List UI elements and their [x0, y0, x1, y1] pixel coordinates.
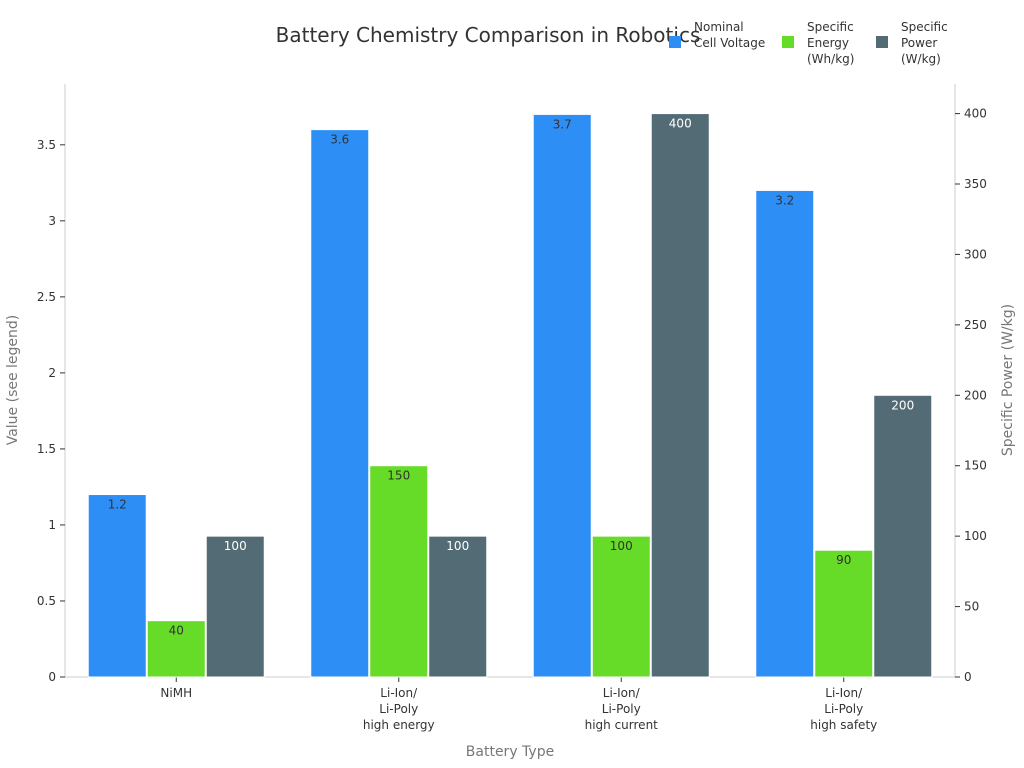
- y-right-tick-label: 50: [964, 600, 979, 614]
- y-left-tick-label: 0.5: [37, 594, 56, 608]
- y-right-tick-label: 200: [964, 388, 987, 402]
- legend-label: Specific Power (W/kg): [901, 20, 948, 66]
- legend-label: Specific Energy (Wh/kg): [807, 20, 854, 66]
- bar: [873, 394, 933, 678]
- y-left-tick-label: 2.5: [37, 290, 56, 304]
- bar: [205, 535, 265, 678]
- bar-value-label: 100: [610, 539, 633, 553]
- y-left-tick-label: 1: [48, 518, 56, 532]
- y-right-tick-label: 250: [964, 318, 987, 332]
- bar-value-label: 100: [224, 539, 247, 553]
- bar-value-label: 150: [387, 469, 410, 483]
- y-right-tick-label: 400: [964, 107, 987, 121]
- legend: Nominal Cell Voltage Specific Energy (Wh/kg)…: [669, 20, 948, 66]
- y-left-tick-label: 3: [48, 214, 56, 228]
- y-axis-right-title: Specific Power (W/kg): [1000, 304, 1016, 456]
- bar-value-label: 100: [446, 539, 469, 553]
- legend-swatch: [782, 36, 794, 48]
- bar: [755, 189, 815, 678]
- bar-group: [87, 113, 933, 678]
- x-tick-label: Li-Ion/Li-Poly high energy: [363, 686, 435, 732]
- y-left-tick-label: 3.5: [37, 138, 56, 152]
- x-axis-title: Battery Type: [466, 744, 554, 760]
- y-axis-left-title: Value (see legend): [5, 315, 21, 446]
- y-right-tick-label: 350: [964, 177, 987, 191]
- y-left-tick-label: 1.5: [37, 442, 56, 456]
- bar: [87, 494, 147, 678]
- bar-value-label: 3.7: [553, 117, 572, 131]
- legend-label: Nominal Cell Voltage: [694, 20, 765, 50]
- y-left-tick-label: 0: [48, 670, 56, 684]
- bar-value-label: 3.6: [330, 133, 349, 147]
- x-tick-label: Li-Ion/Li-Poly high current: [585, 686, 659, 732]
- bar: [428, 535, 488, 678]
- chart-title: Battery Chemistry Comparison in Robotics: [276, 23, 701, 47]
- bar-label-group: 1.2 40 100 3.6 150 100 3.7 100 400 3.2 90 200: [108, 117, 915, 638]
- legend-swatch: [876, 36, 888, 48]
- bar: [146, 620, 206, 678]
- bar-value-label: 400: [669, 117, 692, 131]
- bar-value-label: 1.2: [108, 498, 127, 512]
- y-right-tick-label: 100: [964, 529, 987, 543]
- legend-swatch: [669, 36, 681, 48]
- y-right-tick-label: 150: [964, 459, 987, 473]
- bar: [591, 535, 651, 678]
- bar-value-label: 3.2: [775, 193, 794, 207]
- y-left-tick-label: 2: [48, 366, 56, 380]
- bar: [310, 129, 370, 678]
- bar: [650, 113, 710, 678]
- bar: [814, 549, 874, 678]
- bar-value-label: 200: [891, 398, 914, 412]
- x-tick-label: NiMH: [160, 686, 192, 700]
- bar-value-label: 40: [169, 624, 184, 638]
- y-right-tick-label: 300: [964, 247, 987, 261]
- bar: [369, 465, 429, 678]
- x-tick-label: Li-Ion/Li-Poly high safety: [810, 686, 877, 732]
- chart-axes: 0 0.5 1 1.5 2 2.5 3 3.5 0 50 100 150 200 250 300 350 400…: [37, 84, 987, 732]
- y-right-tick-label: 0: [964, 670, 972, 684]
- bar-value-label: 90: [836, 553, 851, 567]
- bar: [532, 113, 592, 678]
